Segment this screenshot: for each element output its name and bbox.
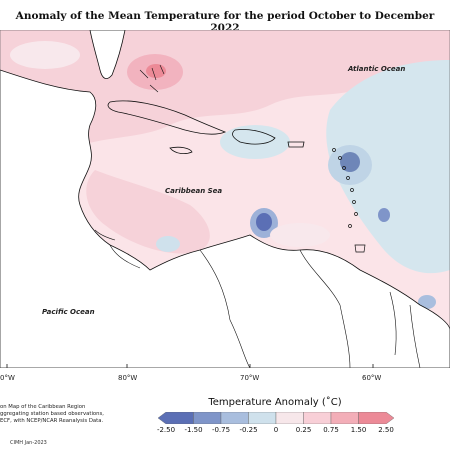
legend-color-cell	[220, 412, 249, 424]
legend-cells	[158, 412, 394, 424]
footnote-line-3: ECF, with NCEP/NCAR Reanalysis Data.	[0, 418, 104, 424]
puerto-rico-outline	[287, 141, 305, 148]
label-pacific-ocean: Pacific Ocean	[42, 308, 95, 316]
lesser-antilles-islands	[332, 148, 358, 228]
cool-spot-east	[378, 208, 390, 222]
cuba-outline	[107, 100, 227, 135]
warm-region-central	[86, 170, 210, 254]
legend-tick-label: 0.25	[295, 426, 312, 434]
cool-spot-guyana	[418, 295, 436, 309]
legend-tick-label: -0.25	[239, 426, 258, 434]
cool-core-venezuela	[256, 213, 272, 231]
legend-color-cell	[158, 412, 194, 424]
florida-landmass	[89, 29, 126, 79]
legend-color-cell	[330, 412, 359, 424]
legend-tick-label: 0	[273, 426, 279, 434]
legend-tick-label: 0.75	[323, 426, 339, 434]
legend-color-cell	[248, 412, 277, 424]
legend-color-cell	[193, 412, 222, 424]
map-canvas	[0, 29, 450, 369]
hispaniola-outline	[232, 129, 276, 145]
lon-tick-60w: 60°W	[362, 374, 382, 382]
cool-region-atlantic	[326, 60, 450, 274]
neutral-patch-north	[10, 41, 80, 69]
warm-core-bahamas	[146, 64, 166, 78]
legend-color-cell	[358, 412, 394, 424]
legend-color-cell	[275, 412, 304, 424]
legend-colorbar	[158, 412, 394, 424]
neutral-patch-south	[270, 223, 330, 247]
cool-spot-panama	[156, 236, 180, 252]
trinidad-outline	[354, 244, 366, 253]
lon-tick-0: 0°W	[0, 374, 15, 382]
lon-tick-70w: 70°W	[240, 374, 260, 382]
legend-color-cell	[303, 412, 332, 424]
legend-tick-label: -1.50	[184, 426, 203, 434]
anomaly-map: Atlantic Ocean Caribbean Sea Pacific Oce…	[0, 29, 450, 369]
footnote-line-2: ggregating station based observations,	[0, 411, 104, 417]
country-borders	[94, 229, 421, 369]
jamaica-outline	[169, 146, 193, 155]
label-caribbean-sea: Caribbean Sea	[165, 187, 223, 195]
legend-tick-label: -2.50	[156, 426, 176, 434]
bahamas-islands	[139, 64, 165, 93]
legend-title: Temperature Anomaly (˚C)	[208, 397, 342, 408]
lon-tick-80w: 80°W	[118, 374, 138, 382]
legend-tick-label: -0.75	[211, 426, 231, 434]
longitude-tick-marks	[6, 364, 374, 368]
legend-tick-label: 1.50	[350, 426, 367, 434]
credit-text: CIMH Jan-2023	[10, 440, 47, 446]
cool-region-hispaniola	[220, 125, 290, 159]
footnote-line-1: on Map of the Caribbean Region	[0, 404, 86, 410]
central-south-america-landmass	[0, 69, 450, 369]
legend-tick-label: 2.50	[378, 426, 394, 434]
label-atlantic-ocean: Atlantic Ocean	[348, 65, 406, 73]
